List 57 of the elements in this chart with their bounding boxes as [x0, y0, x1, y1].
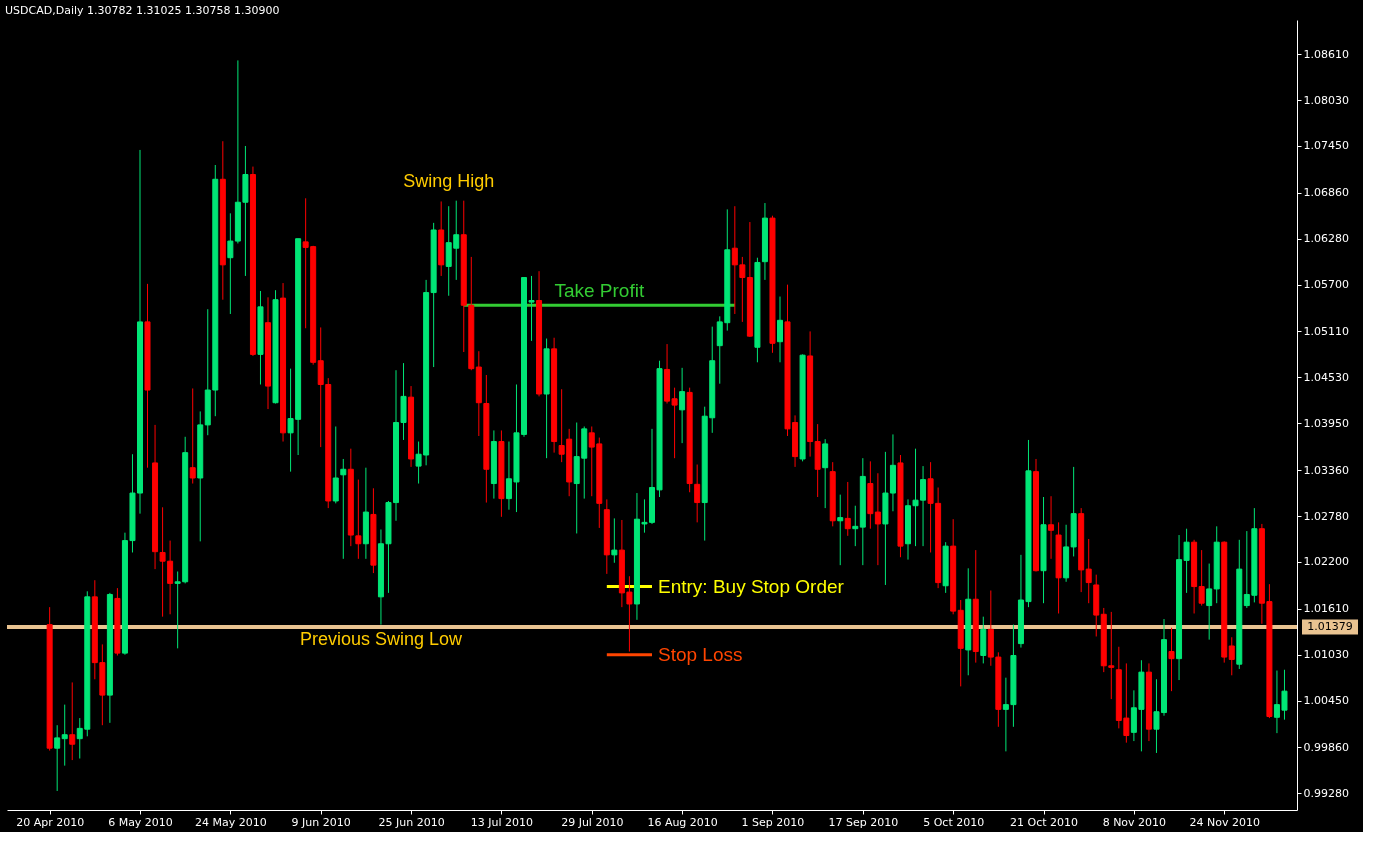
chart-title: USDCAD,Daily 1.30782 1.31025 1.30758 1.30900 — [5, 4, 280, 17]
y-tick-label: 1.03360 — [1303, 463, 1349, 477]
y-tick-label: 1.01610 — [1303, 602, 1349, 616]
series-label: Entry: Buy Stop Order — [658, 575, 845, 597]
candlestick — [1206, 563, 1213, 641]
candlestick — [777, 296, 783, 363]
annotation: Previous Swing Low — [299, 629, 463, 650]
x-tick-label: 13 Jul 2010 — [470, 815, 534, 829]
x-tick-label: 6 May 2010 — [108, 815, 173, 829]
x-tick-label: 1 Sep 2010 — [741, 815, 805, 829]
candlestick — [852, 505, 859, 547]
candlestick — [611, 517, 618, 564]
x-tick-label: 16 Aug 2010 — [647, 815, 718, 829]
x-tick-label: 25 Jun 2010 — [378, 815, 445, 829]
candlestick — [1168, 627, 1175, 692]
candlestick — [1228, 636, 1235, 676]
candlestick — [837, 494, 844, 566]
candlestick — [694, 464, 701, 523]
series-label: Take Profit — [554, 280, 645, 302]
x-tick-label: 24 May 2010 — [194, 815, 267, 829]
candlestick — [69, 681, 76, 761]
y-tick-label: 1.06860 — [1303, 186, 1349, 200]
y-tick-label: 0.99860 — [1303, 740, 1349, 754]
y-tick-label: 1.04530 — [1303, 370, 1349, 384]
x-tick-label: 5 Oct 2010 — [923, 815, 985, 829]
y-tick-label: 0.99280 — [1303, 786, 1349, 800]
y-tick-label: 1.08610 — [1303, 47, 1349, 61]
y-tick-label: 1.05110 — [1303, 324, 1349, 338]
candlestick — [679, 367, 686, 444]
x-tick-label: 21 Oct 2010 — [1010, 815, 1079, 829]
candlestick — [1085, 538, 1092, 604]
y-tick-label: 1.08030 — [1303, 93, 1349, 107]
y-tick-label: 1.00450 — [1303, 694, 1349, 708]
series-label: Stop Loss — [658, 643, 743, 665]
x-tick-label: 9 Jun 2010 — [291, 815, 351, 829]
candlestick — [332, 425, 339, 504]
y-tick-label: 1.03950 — [1303, 416, 1349, 430]
candlestick — [54, 724, 61, 792]
y-tick-label: 1.02780 — [1303, 509, 1349, 523]
x-tick-label: 20 Apr 2010 — [16, 815, 85, 829]
y-tick-label: 1.07450 — [1303, 139, 1349, 153]
ref-line-label: 1.01379 — [1307, 620, 1353, 634]
y-tick-label: 1.02200 — [1303, 555, 1349, 569]
candlestick — [822, 438, 829, 509]
x-tick-label: 29 Jul 2010 — [561, 815, 624, 829]
candlestick — [61, 704, 68, 767]
x-tick-label: 24 Nov 2010 — [1189, 815, 1260, 829]
y-tick-label: 1.05700 — [1303, 278, 1349, 292]
x-tick-label: 17 Sep 2010 — [828, 815, 899, 829]
candlestick — [1048, 495, 1055, 560]
annotation: Swing High — [403, 170, 495, 191]
candlestick — [844, 481, 851, 537]
candlestick — [189, 387, 196, 485]
y-tick-label: 1.06280 — [1303, 232, 1349, 246]
x-tick-label: 8 Nov 2010 — [1102, 815, 1167, 829]
y-tick-label: 1.01030 — [1303, 648, 1349, 662]
candlestick — [340, 458, 347, 560]
